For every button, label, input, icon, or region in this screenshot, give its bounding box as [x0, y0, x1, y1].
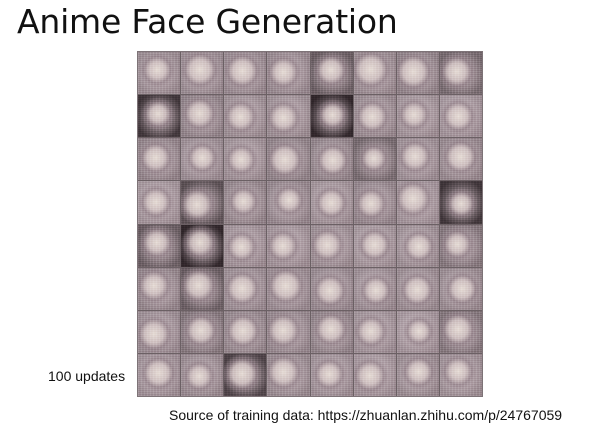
sample-tile — [138, 138, 181, 181]
sample-tile — [396, 310, 439, 353]
sample-tile — [396, 138, 439, 181]
sample-tile — [310, 181, 353, 224]
sample-tile — [224, 310, 267, 353]
sample-tile — [396, 52, 439, 95]
updates-caption: 100 updates — [48, 368, 126, 384]
sample-tile — [181, 310, 224, 353]
sample-tile — [396, 95, 439, 138]
sample-tile — [310, 224, 353, 267]
sample-tile — [181, 95, 224, 138]
sample-tile — [353, 52, 396, 95]
sample-tile — [138, 310, 181, 353]
sample-tile — [439, 181, 482, 224]
sample-tile — [267, 52, 310, 95]
sample-tile — [224, 95, 267, 138]
sample-tile — [267, 95, 310, 138]
sample-tile — [181, 52, 224, 95]
sample-tile — [138, 353, 181, 396]
sample-tile — [439, 52, 482, 95]
sample-tile — [267, 224, 310, 267]
sample-tile — [181, 267, 224, 310]
sample-tile — [353, 95, 396, 138]
sample-tile — [138, 181, 181, 224]
sample-tile — [353, 353, 396, 396]
sample-tile — [138, 95, 181, 138]
sample-tile — [353, 267, 396, 310]
sample-tile — [310, 353, 353, 396]
sample-tile — [353, 138, 396, 181]
sample-tile — [181, 181, 224, 224]
sample-tile — [439, 267, 482, 310]
sample-tile — [439, 353, 482, 396]
sample-tile — [439, 310, 482, 353]
sample-tile — [396, 353, 439, 396]
sample-tile — [310, 95, 353, 138]
sample-tile — [181, 138, 224, 181]
sample-tile — [181, 224, 224, 267]
sample-tile — [267, 138, 310, 181]
sample-tile — [224, 224, 267, 267]
slide-title: Anime Face Generation — [17, 2, 398, 41]
sample-tile — [224, 181, 267, 224]
sample-tile — [181, 353, 224, 396]
sample-tile — [138, 267, 181, 310]
sample-tile — [224, 52, 267, 95]
sample-tile — [439, 95, 482, 138]
sample-tile — [396, 267, 439, 310]
sample-tile — [224, 353, 267, 396]
sample-tile — [310, 52, 353, 95]
sample-tile — [396, 224, 439, 267]
generated-samples-image — [137, 51, 483, 397]
sample-tile — [353, 181, 396, 224]
sample-tile — [224, 267, 267, 310]
sample-tile — [267, 181, 310, 224]
sample-tile — [396, 181, 439, 224]
sample-tile — [138, 224, 181, 267]
sample-tile — [439, 224, 482, 267]
source-citation: Source of training data: https://zhuanla… — [169, 407, 563, 423]
sample-tile — [310, 267, 353, 310]
sample-tile — [310, 310, 353, 353]
sample-tile — [267, 353, 310, 396]
sample-tile — [439, 138, 482, 181]
sample-tile — [310, 138, 353, 181]
sample-tile — [353, 310, 396, 353]
sample-tile — [267, 267, 310, 310]
sample-tile — [267, 310, 310, 353]
sample-tile — [224, 138, 267, 181]
sample-tile — [138, 52, 181, 95]
sample-tile — [353, 224, 396, 267]
sample-grid — [138, 52, 482, 396]
